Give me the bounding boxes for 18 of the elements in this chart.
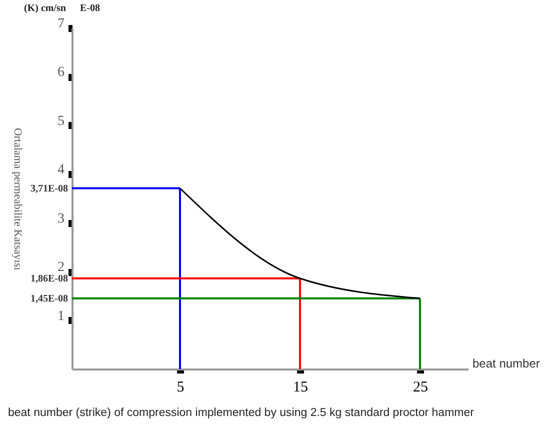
- x-tick-label: 5: [176, 380, 184, 396]
- x-tick-label: 25: [413, 380, 428, 396]
- y-axis-title: Ortalama permeabilite Katsayısı: [12, 128, 24, 270]
- y-tick-label: 3: [58, 211, 64, 226]
- x-axis-title: beat number: [472, 356, 540, 370]
- text: E-08: [80, 3, 100, 14]
- y-tick-label: 5: [58, 114, 64, 129]
- y-tick-label: 4: [58, 162, 64, 178]
- ref-line-label: 1,86E-08: [30, 273, 68, 284]
- y-tick-label: 7: [58, 16, 64, 32]
- x-tick-label: 15: [293, 380, 308, 396]
- y-tick-label: 6: [58, 65, 64, 80]
- y-tick-label: 1: [58, 308, 64, 324]
- ref-line-label: 1,45E-08: [30, 293, 68, 304]
- ref-line-label: 3,71E-08: [30, 183, 68, 194]
- text: (K) cm/sn: [24, 3, 66, 14]
- text: beat number (strike) of compression implemented by using 2.5 kg standard proctor hammer: [8, 407, 474, 419]
- y-tick-label: 2: [58, 260, 64, 276]
